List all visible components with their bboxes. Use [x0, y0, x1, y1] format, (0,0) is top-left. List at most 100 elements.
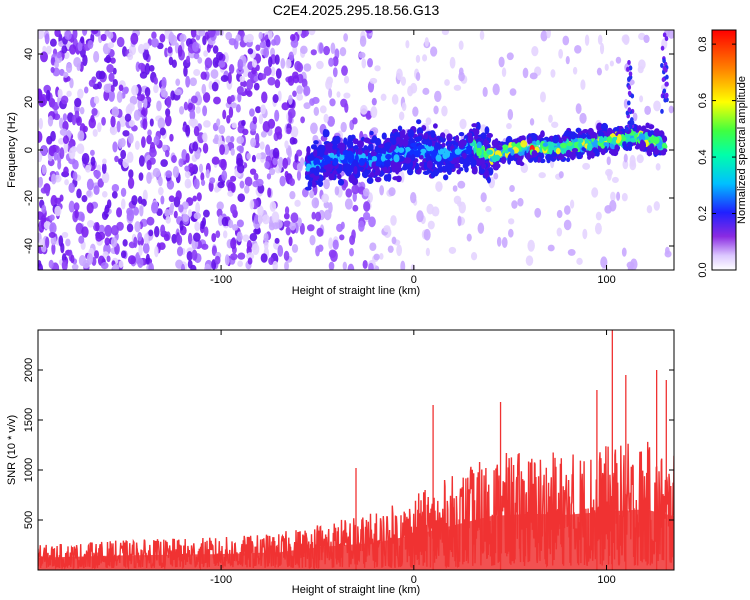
noise-cell — [50, 66, 55, 74]
noise-cell — [185, 152, 190, 164]
noise-cell — [230, 102, 237, 109]
noise-cell — [45, 89, 51, 102]
noise-cell — [297, 217, 302, 227]
noise-cell — [529, 118, 535, 126]
noise-cell — [565, 55, 570, 65]
noise-cell — [41, 204, 47, 214]
signal-cell — [538, 151, 543, 158]
noise-cell — [214, 255, 221, 265]
signal-cell — [306, 146, 311, 154]
signal-cell — [648, 143, 655, 152]
noise-cell — [425, 247, 430, 257]
noise-cell — [91, 76, 97, 84]
signal-cell — [614, 144, 620, 152]
noise-cell — [160, 224, 166, 235]
noise-cell — [238, 145, 244, 154]
noise-cell — [101, 171, 110, 184]
signal-cell — [600, 146, 606, 156]
noise-cell — [558, 48, 564, 59]
noise-cell — [81, 226, 89, 238]
signal-cell — [565, 149, 572, 158]
signal-cell — [397, 125, 403, 132]
noise-cell — [271, 211, 280, 224]
noise-cell — [96, 164, 102, 172]
signal-cell — [426, 160, 433, 169]
signal-cell — [419, 161, 425, 167]
noise-cell — [285, 174, 291, 182]
noise-cell — [111, 183, 120, 193]
noise-cell — [214, 134, 219, 143]
signal-cell — [638, 133, 646, 142]
signal-cell — [471, 168, 478, 175]
signal-cell — [416, 119, 422, 125]
noise-cell — [133, 206, 140, 216]
noise-cell — [104, 224, 112, 237]
signal-cell — [612, 126, 620, 133]
y-tick-label: 20 — [23, 96, 35, 108]
spectrogram-y-ticks: -40 -20 0 20 40 — [23, 48, 674, 254]
snr-series — [38, 330, 674, 570]
signal-cell — [459, 156, 465, 164]
noise-cell — [206, 43, 211, 53]
signal-cell — [423, 132, 429, 140]
signal-cell — [627, 90, 632, 96]
noise-cell — [336, 223, 344, 233]
noise-cell — [239, 180, 245, 189]
noise-cell — [138, 62, 145, 70]
signal-cell — [627, 141, 633, 146]
signal-cell — [469, 156, 474, 161]
noise-cell — [50, 130, 56, 142]
noise-cell — [131, 85, 139, 96]
noise-cell — [274, 54, 280, 65]
snr-panel: -100 0 100 500 1000 1500 2000 Height of strai… — [6, 329, 675, 596]
signal-cell — [484, 126, 490, 135]
noise-cell — [168, 32, 175, 44]
noise-cell — [100, 262, 109, 270]
x-tick-label: -100 — [210, 574, 232, 586]
noise-cell — [448, 246, 457, 254]
noise-cell — [605, 168, 613, 177]
signal-cell — [435, 154, 442, 162]
noise-cell — [189, 77, 197, 87]
signal-cell — [560, 142, 567, 149]
noise-cell — [272, 94, 279, 104]
noise-cell — [165, 170, 173, 178]
noise-cell — [498, 56, 505, 68]
noise-cell — [128, 44, 137, 56]
noise-cell — [407, 85, 414, 97]
signal-cell — [566, 157, 571, 163]
noise-cell — [148, 64, 155, 72]
noise-cell — [222, 109, 227, 120]
noise-cell — [71, 114, 77, 126]
noise-cell — [373, 253, 380, 261]
noise-cell — [230, 253, 238, 261]
noise-cell — [178, 204, 184, 213]
signal-cell — [405, 146, 411, 152]
noise-cell — [142, 42, 150, 50]
noise-cell — [308, 30, 316, 36]
noise-cell — [160, 195, 165, 205]
noise-cell — [211, 81, 219, 92]
noise-cell — [280, 58, 286, 69]
signal-cell — [657, 142, 663, 150]
noise-cell — [93, 170, 102, 179]
noise-cell — [198, 30, 206, 37]
noise-cell — [194, 221, 201, 232]
noise-cell — [105, 54, 111, 64]
noise-cell — [281, 102, 290, 111]
signal-cell — [324, 151, 329, 156]
signal-cell — [386, 159, 391, 167]
noise-cell — [415, 54, 421, 63]
noise-cell — [358, 51, 366, 59]
signal-cell — [311, 181, 317, 188]
signal-cell — [430, 171, 436, 178]
noise-cell — [51, 242, 56, 255]
signal-cell — [326, 142, 334, 148]
noise-cell — [359, 35, 367, 47]
signal-cell — [427, 140, 433, 147]
signal-cell — [557, 155, 565, 161]
signal-cell — [486, 149, 494, 155]
noise-cell — [563, 205, 571, 215]
signal-cell — [520, 140, 528, 148]
noise-cell — [101, 191, 108, 198]
